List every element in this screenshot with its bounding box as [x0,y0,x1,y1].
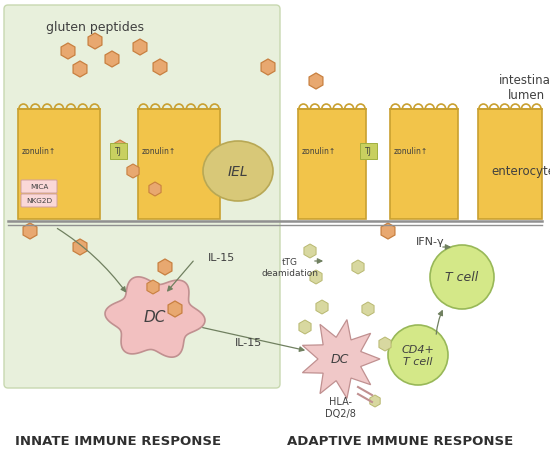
Polygon shape [362,302,374,316]
Text: zonulin↑: zonulin↑ [22,147,56,156]
Text: DC: DC [144,310,166,325]
Polygon shape [299,320,311,334]
Text: gluten peptides: gluten peptides [46,21,144,35]
Text: T cell: T cell [446,271,478,284]
Polygon shape [105,52,119,68]
Text: TJ: TJ [114,147,122,156]
Polygon shape [23,223,37,239]
Polygon shape [310,270,322,284]
Polygon shape [304,244,316,258]
Polygon shape [105,277,205,357]
Polygon shape [127,165,139,179]
Bar [298,110,366,219]
Text: zonulin↑: zonulin↑ [302,147,336,156]
Polygon shape [149,182,161,197]
Text: IL-15: IL-15 [234,337,262,347]
Text: zonulin↑: zonulin↑ [142,147,176,156]
Polygon shape [370,395,380,407]
Polygon shape [379,337,391,351]
Text: NKG2D: NKG2D [26,198,52,204]
Polygon shape [381,223,395,239]
Polygon shape [302,320,380,399]
Polygon shape [73,239,87,255]
Text: HLA-
DQ2/8: HLA- DQ2/8 [324,396,355,418]
Polygon shape [133,40,147,56]
FancyBboxPatch shape [109,144,126,160]
Text: TJ: TJ [365,147,371,156]
FancyBboxPatch shape [4,6,280,388]
Polygon shape [73,62,87,78]
Text: MICA: MICA [30,184,48,190]
Polygon shape [61,44,75,60]
Polygon shape [168,301,182,317]
Text: IFN-γ: IFN-γ [416,237,444,247]
Polygon shape [147,280,159,294]
Polygon shape [153,60,167,76]
Polygon shape [316,300,328,314]
Text: intestinal
lumen: intestinal lumen [498,74,550,102]
Text: enterocytes: enterocytes [491,165,550,178]
Text: zonulin↑: zonulin↑ [394,147,428,156]
Text: IEL: IEL [228,165,248,179]
Polygon shape [261,60,275,76]
Bar [138,110,220,219]
Text: INNATE IMMUNE RESPONSE: INNATE IMMUNE RESPONSE [15,435,221,448]
FancyBboxPatch shape [360,144,377,160]
FancyBboxPatch shape [21,195,57,207]
Circle shape [430,245,494,309]
Polygon shape [352,260,364,274]
Circle shape [388,325,448,385]
Text: IL-15: IL-15 [208,253,235,263]
Text: tTG
deamidation: tTG deamidation [261,258,318,277]
Text: ADAPTIVE IMMUNE RESPONSE: ADAPTIVE IMMUNE RESPONSE [287,435,513,448]
Polygon shape [88,34,102,50]
Polygon shape [158,259,172,275]
Bar [478,110,542,219]
Bar [18,110,100,219]
Ellipse shape [203,142,273,202]
Polygon shape [114,141,126,155]
Bar [390,110,458,219]
Text: CD4+
T cell: CD4+ T cell [402,344,434,366]
Text: DC: DC [331,353,349,366]
FancyBboxPatch shape [21,181,57,193]
Polygon shape [309,74,323,90]
